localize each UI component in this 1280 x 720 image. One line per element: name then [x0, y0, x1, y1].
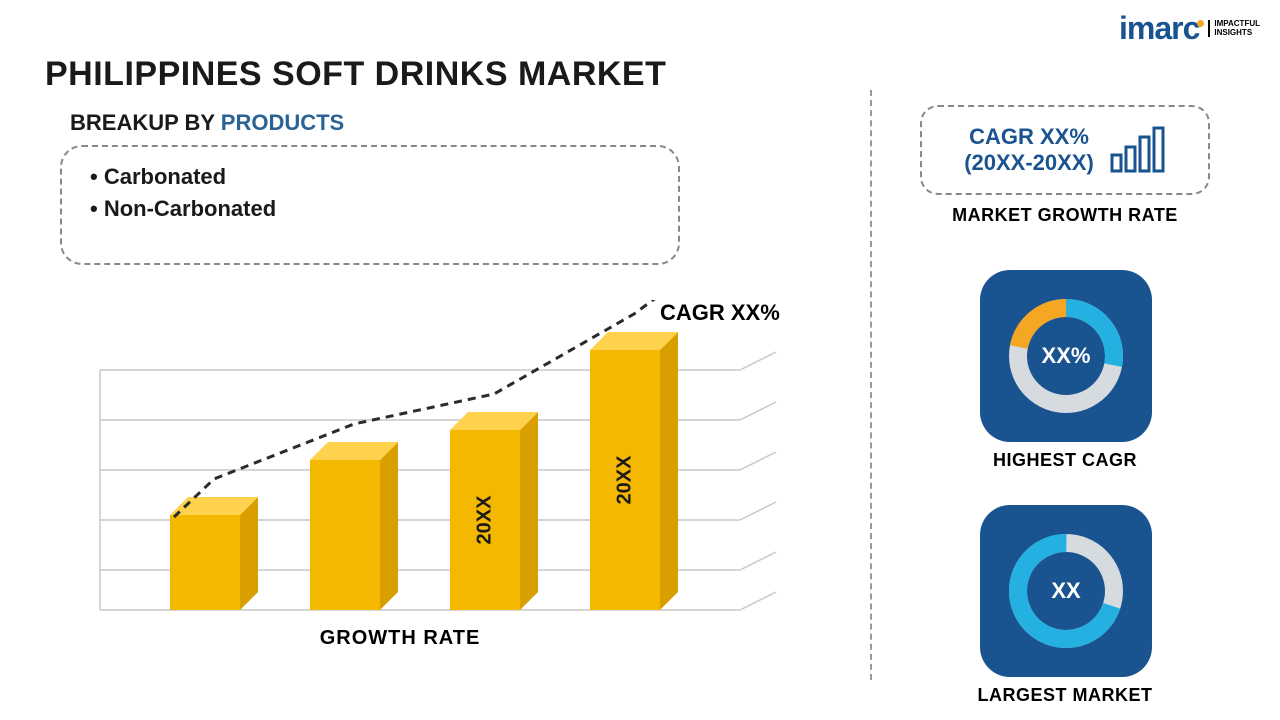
- svg-text:20XX: 20XX: [613, 455, 635, 505]
- growth-text: CAGR XX% (20XX-20XX): [964, 124, 1094, 177]
- brand-tagline: IMPACTFULINSIGHTS: [1208, 20, 1260, 38]
- breakup-heading: BREAKUP BY PRODUCTS: [70, 110, 344, 136]
- products-list: Carbonated Non-Carbonated: [90, 161, 650, 225]
- page-title: PHILIPPINES SOFT DRINKS MARKET: [45, 55, 666, 94]
- market-growth-box: CAGR XX% (20XX-20XX): [920, 105, 1210, 195]
- highest-cagr-label: HIGHEST CAGR: [920, 450, 1210, 471]
- cagr-annotation: CAGR XX%: [660, 300, 780, 326]
- largest-market-value: XX: [1051, 578, 1080, 604]
- brand-name: imarc: [1119, 10, 1204, 47]
- vertical-divider: [870, 90, 872, 680]
- largest-market-label: LARGEST MARKET: [920, 685, 1210, 706]
- svg-text:20XX: 20XX: [473, 495, 495, 545]
- brand-logo: imarc IMPACTFULINSIGHTS: [1119, 10, 1260, 47]
- highest-cagr-value: XX%: [1042, 343, 1091, 369]
- chart-svg: 20XX 20XX: [60, 300, 820, 660]
- largest-market-tile: XX: [980, 505, 1152, 677]
- bar-chart-icon: [1108, 125, 1166, 175]
- market-growth-label: MARKET GROWTH RATE: [920, 205, 1210, 226]
- chart-x-label: GROWTH RATE: [60, 627, 740, 650]
- list-item: Carbonated: [90, 161, 650, 193]
- list-item: Non-Carbonated: [90, 193, 650, 225]
- highest-cagr-tile: XX%: [980, 270, 1152, 442]
- growth-chart: 20XX 20XX CAGR XX% GROWTH RATE: [60, 300, 820, 660]
- products-box: Carbonated Non-Carbonated: [60, 145, 680, 265]
